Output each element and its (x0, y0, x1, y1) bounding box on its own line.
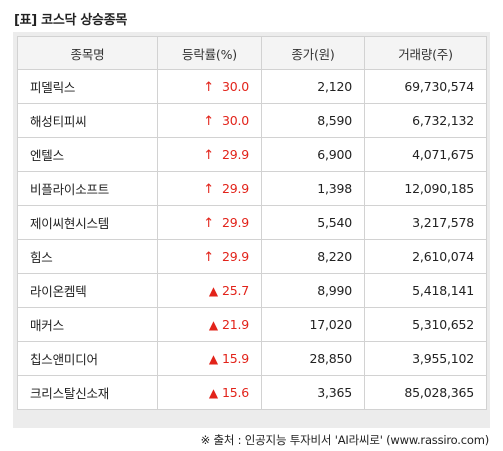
trade-volume: 2,610,074 (364, 239, 487, 274)
trade-volume: 3,217,578 (364, 205, 487, 240)
stock-name: 비플라이소프트 (17, 171, 158, 206)
change-rate-value: 29.9 (221, 249, 249, 264)
closing-price: 8,590 (261, 103, 365, 138)
stock-name: 피델릭스 (17, 69, 158, 104)
table-row: 라이온켐텍 ▲ 25.7 8,990 5,418,141 (17, 273, 487, 308)
table-frame: 종목명 등락률(%) 종가(원) 거래량(주) 피델릭스 ↑ 30.0 2,120… (13, 32, 490, 428)
page-title: [표] 코스닥 상승종목 (14, 13, 128, 28)
closing-price: 6,900 (261, 137, 365, 172)
up-arrow-icon: ↑ (203, 148, 214, 163)
column-header-volume: 거래량(주) (364, 36, 487, 70)
change-rate-value: 30.0 (221, 79, 249, 94)
table-row: 해성티피씨 ↑ 30.0 8,590 6,732,132 (17, 103, 487, 138)
stock-name: 힘스 (17, 239, 158, 274)
closing-price: 5,540 (261, 205, 365, 240)
stock-name: 제이씨현시스템 (17, 205, 158, 240)
up-triangle-icon: ▲ (208, 352, 218, 366)
change-rate-value: 25.7 (221, 283, 249, 298)
closing-price: 8,220 (261, 239, 365, 274)
table-row: 매커스 ▲ 21.9 17,020 5,310,652 (17, 307, 487, 342)
stock-name: 크리스탈신소재 (17, 375, 158, 410)
change-rate: ↑ 29.9 (157, 171, 262, 206)
up-arrow-icon: ↑ (203, 80, 214, 95)
table-header-row: 종목명 등락률(%) 종가(원) 거래량(주) (17, 36, 487, 70)
change-rate: ↑ 29.9 (157, 205, 262, 240)
rising-stocks-table: 종목명 등락률(%) 종가(원) 거래량(주) 피델릭스 ↑ 30.0 2,120… (17, 36, 487, 410)
stock-name: 라이온켐텍 (17, 273, 158, 308)
closing-price: 2,120 (261, 69, 365, 104)
change-rate: ↑ 29.9 (157, 137, 262, 172)
closing-price: 17,020 (261, 307, 365, 342)
change-rate: ▲ 15.9 (157, 341, 262, 376)
source-note: ※ 출처 : 인공지능 투자비서 'AI라씨로' (www.rassiro.co… (200, 433, 490, 447)
closing-price: 8,990 (261, 273, 365, 308)
change-rate: ↑ 29.9 (157, 239, 262, 274)
up-arrow-icon: ↑ (203, 216, 214, 231)
trade-volume: 3,955,102 (364, 341, 487, 376)
change-rate-value: 15.6 (221, 385, 249, 400)
up-arrow-icon: ↑ (203, 114, 214, 129)
change-rate: ▲ 25.7 (157, 273, 262, 308)
trade-volume: 69,730,574 (364, 69, 487, 104)
up-triangle-icon: ▲ (208, 386, 218, 400)
table-row: 피델릭스 ↑ 30.0 2,120 69,730,574 (17, 69, 487, 104)
table-row: 엔텔스 ↑ 29.9 6,900 4,071,675 (17, 137, 487, 172)
change-rate: ↑ 30.0 (157, 69, 262, 104)
trade-volume: 5,418,141 (364, 273, 487, 308)
stock-name: 엔텔스 (17, 137, 158, 172)
table-row: 칩스앤미디어 ▲ 15.9 28,850 3,955,102 (17, 341, 487, 376)
trade-volume: 85,028,365 (364, 375, 487, 410)
up-triangle-icon: ▲ (208, 318, 218, 332)
table-row: 비플라이소프트 ↑ 29.9 1,398 12,090,185 (17, 171, 487, 206)
column-header-name: 종목명 (17, 36, 158, 70)
closing-price: 28,850 (261, 341, 365, 376)
stock-name: 칩스앤미디어 (17, 341, 158, 376)
closing-price: 1,398 (261, 171, 365, 206)
table-row: 힘스 ↑ 29.9 8,220 2,610,074 (17, 239, 487, 274)
up-arrow-icon: ↑ (203, 250, 214, 265)
change-rate-value: 15.9 (221, 351, 249, 366)
table-row: 제이씨현시스템 ↑ 29.9 5,540 3,217,578 (17, 205, 487, 240)
change-rate: ▲ 15.6 (157, 375, 262, 410)
trade-volume: 12,090,185 (364, 171, 487, 206)
trade-volume: 5,310,652 (364, 307, 487, 342)
change-rate-value: 29.9 (221, 181, 249, 196)
change-rate-value: 30.0 (221, 113, 249, 128)
change-rate: ↑ 30.0 (157, 103, 262, 138)
change-rate: ▲ 21.9 (157, 307, 262, 342)
change-rate-value: 29.9 (221, 147, 249, 162)
table-row: 크리스탈신소재 ▲ 15.6 3,365 85,028,365 (17, 375, 487, 410)
stock-name: 해성티피씨 (17, 103, 158, 138)
change-rate-value: 29.9 (221, 215, 249, 230)
change-rate-value: 21.9 (221, 317, 249, 332)
column-header-price: 종가(원) (261, 36, 365, 70)
stock-name: 매커스 (17, 307, 158, 342)
column-header-rate: 등락률(%) (157, 36, 262, 70)
closing-price: 3,365 (261, 375, 365, 410)
trade-volume: 4,071,675 (364, 137, 487, 172)
trade-volume: 6,732,132 (364, 103, 487, 138)
up-arrow-icon: ↑ (203, 182, 214, 197)
up-triangle-icon: ▲ (208, 284, 218, 298)
